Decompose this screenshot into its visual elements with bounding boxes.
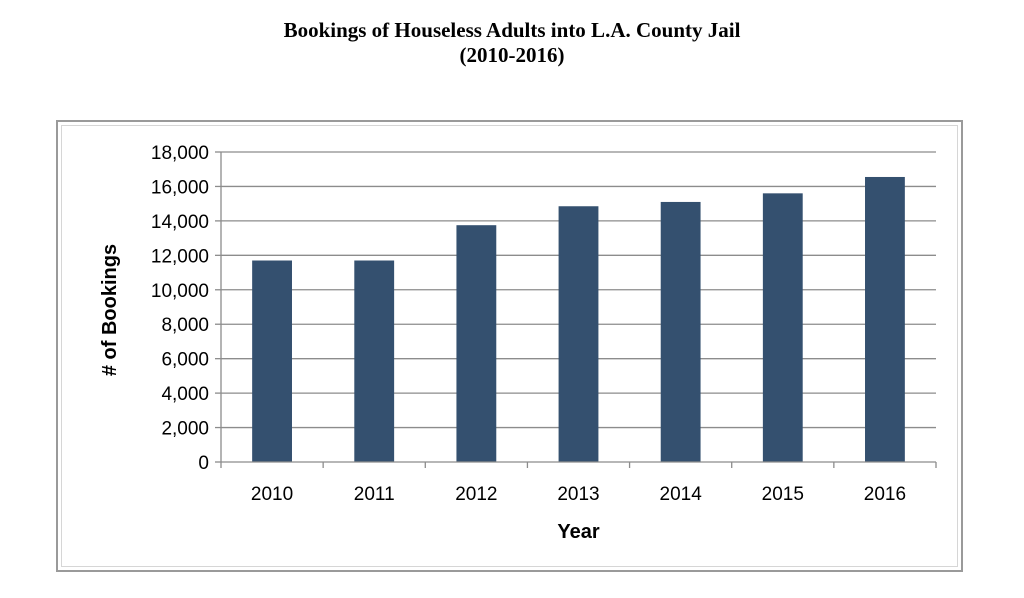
x-tick-label: 2013	[557, 484, 599, 505]
bar-2016	[865, 176, 905, 462]
x-tick-label: 2015	[762, 484, 804, 505]
y-tick-label: 18,000	[151, 143, 209, 164]
bar-2014	[660, 201, 701, 462]
y-tick-label: 0	[198, 453, 209, 474]
y-tick-labels: 0 2,000 4,000 6,000 8,000 10,000 12,000 14,000 1…	[151, 143, 209, 474]
y-tick-label: 12,000	[151, 246, 209, 267]
chart-title-line-1: Bookings of Houseless Adults into L.A. C…	[283, 18, 741, 42]
bar-2012	[456, 225, 497, 462]
x-tick-label: 2010	[251, 484, 293, 505]
y-tick-label: 10,000	[151, 281, 209, 302]
y-tick-label: 8,000	[161, 315, 209, 336]
chart-title-line-2: (2010-2016)	[459, 43, 565, 67]
y-tick-label: 4,000	[161, 384, 209, 405]
y-tick-label: 14,000	[151, 212, 209, 233]
x-tick-label: 2012	[455, 484, 497, 505]
x-tick-label: 2016	[864, 484, 906, 505]
chart-title: Bookings of Houseless Adults into L.A. C…	[0, 18, 1024, 68]
y-tick-label: 6,000	[161, 350, 209, 371]
y-axis-title: # of Bookings	[99, 244, 121, 376]
x-tick-label: 2014	[660, 484, 703, 505]
chart-frame	[56, 120, 963, 572]
bar-2015	[762, 193, 803, 463]
bars	[252, 176, 905, 463]
y-tick-label: 16,000	[151, 177, 209, 198]
bar-2013	[558, 206, 599, 462]
axes	[215, 151, 937, 468]
y-tick-label: 2,000	[161, 419, 209, 440]
bar-2010	[252, 260, 292, 462]
x-axis-title: Year	[557, 521, 599, 543]
bar-2011	[354, 260, 395, 462]
x-tick-labels: 2010 2011 2012 2013 2014 2015 2016	[251, 484, 906, 505]
x-tick-label: 2011	[354, 484, 395, 505]
